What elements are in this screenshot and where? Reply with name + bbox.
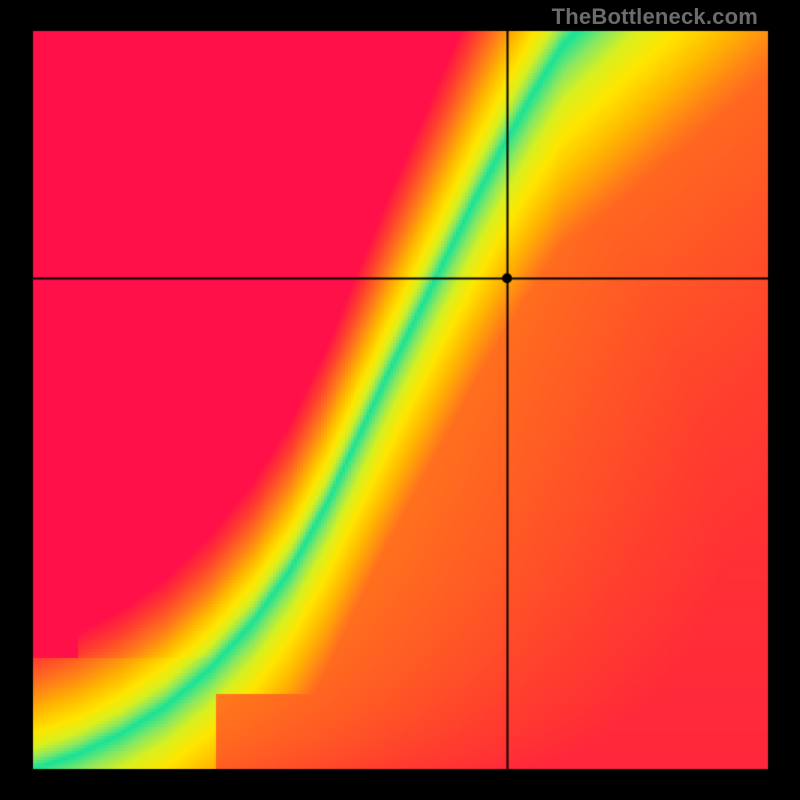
watermark-text: TheBottleneck.com [552, 4, 758, 30]
chart-container: { "meta": { "watermark": "TheBottleneck.… [0, 0, 800, 800]
bottleneck-heatmap [0, 0, 800, 800]
